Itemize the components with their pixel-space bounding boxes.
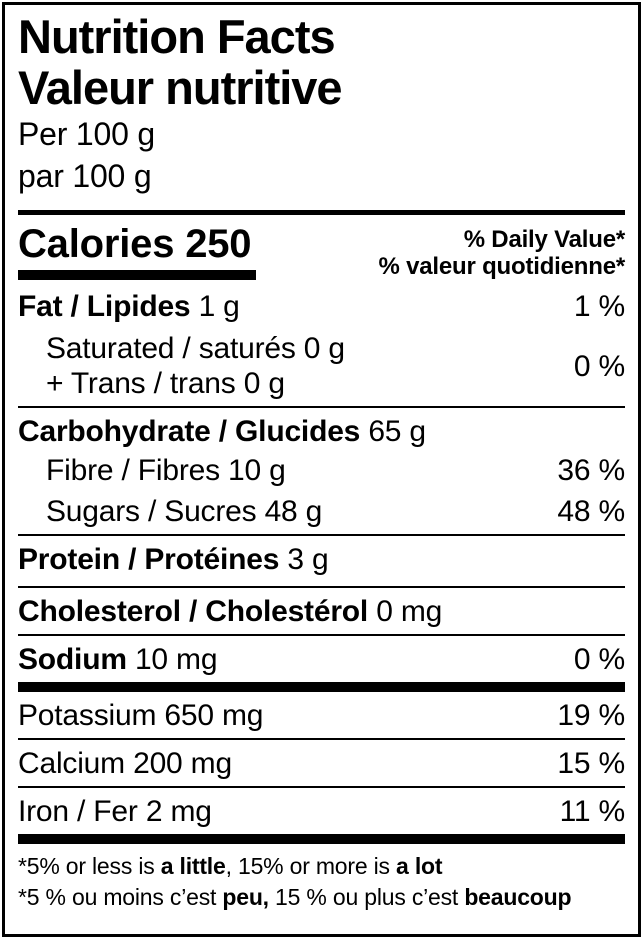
- row-sodium: Sodium 10 mg 0 %: [18, 636, 625, 682]
- protein-name: Protein / Protéines 3 g: [18, 543, 329, 577]
- row-fibre: Fibre / Fibres 10 g 36 %: [18, 454, 625, 493]
- title-fr: Valeur nutritive: [18, 61, 343, 114]
- carbohydrate-amount: 65 g: [368, 415, 426, 448]
- divider-thick-after-iron: [18, 834, 625, 844]
- footnote: *5% or less is a little, 15% or more is …: [18, 844, 625, 913]
- daily-value-header-fr: % valeur quotidienne*: [378, 253, 625, 280]
- fat-dv: 1 %: [573, 290, 625, 323]
- row-calcium: Calcium 200 mg 15 %: [18, 740, 625, 786]
- protein-label: Protein / Protéines: [18, 543, 280, 576]
- calories-row: Calories 250: [18, 222, 256, 266]
- footnote-fr: *5 % ou moins c’est peu, 15 % ou plus c’…: [18, 882, 625, 913]
- footnote-fr-text-1: *5 % ou moins c’est: [18, 884, 223, 910]
- saturated-trans-lines: Saturated / saturés 0 g + Trans / trans …: [18, 331, 345, 401]
- row-sugars: Sugars / Sucres 48 g 48 %: [18, 493, 625, 534]
- trans-line: + Trans / trans 0 g: [46, 367, 285, 400]
- row-fat: Fat / Lipides 1 g 1 %: [18, 283, 625, 329]
- sodium-name: Sodium 10 mg: [18, 643, 218, 677]
- saturated-trans-dv: 0 %: [573, 349, 625, 383]
- fibre-label: Fibre / Fibres 10 g: [46, 454, 286, 487]
- footnote-fr-bold-1: peu,: [222, 884, 269, 910]
- divider-after-carbohydrate: [18, 534, 625, 536]
- potassium-dv: 19 %: [557, 699, 625, 732]
- calcium-label: Calcium 200 mg: [18, 747, 232, 780]
- daily-value-header-en: % Daily Value*: [463, 226, 625, 253]
- footnote-en-text-2: , 15% or more is: [225, 853, 397, 879]
- calories-underline-bar: [18, 270, 256, 280]
- daily-value-header: % Daily Value* % valeur quotidienne*: [378, 222, 625, 280]
- serving-size-en: Per 100 g: [18, 116, 155, 152]
- sodium-label: Sodium: [18, 643, 127, 676]
- calories-value: 250: [185, 222, 252, 266]
- footnote-fr-bold-2: beaucoup: [464, 884, 572, 910]
- iron-label: Iron / Fer 2 mg: [18, 795, 212, 828]
- title-en: Nutrition Facts: [18, 10, 336, 63]
- divider-after-fat: [18, 406, 625, 408]
- divider-medium-top: [18, 210, 625, 215]
- sugars-label: Sugars / Sucres 48 g: [46, 495, 323, 528]
- row-iron: Iron / Fer 2 mg 11 %: [18, 788, 625, 834]
- sugars-dv: 48 %: [557, 495, 625, 528]
- iron-dv: 11 %: [559, 795, 626, 828]
- cholesterol-name: Cholesterol / Cholestérol 0 mg: [18, 595, 442, 629]
- footnote-en-bold-2: a lot: [396, 853, 443, 879]
- fibre-dv: 36 %: [557, 454, 625, 487]
- footnote-en: *5% or less is a little, 15% or more is …: [18, 851, 625, 882]
- divider-after-protein: [18, 586, 625, 588]
- cholesterol-label: Cholesterol / Cholestérol: [18, 595, 369, 628]
- footnote-en-bold-1: a little: [160, 853, 226, 879]
- calories-block: Calories 250: [18, 222, 256, 280]
- saturated-line: Saturated / saturés 0 g: [46, 332, 345, 365]
- divider-thick-after-sodium: [18, 682, 625, 692]
- footnote-en-text-1: *5% or less is: [18, 853, 161, 879]
- potassium-label: Potassium 650 mg: [18, 699, 264, 732]
- row-carbohydrate: Carbohydrate / Glucides 65 g: [18, 408, 625, 454]
- calories-section: Calories 250 % Daily Value* % valeur quo…: [18, 215, 625, 283]
- fat-name: Fat / Lipides 1 g: [18, 290, 240, 324]
- fat-amount: 1 g: [198, 290, 240, 323]
- serving-size-fr: par 100 g: [18, 158, 152, 194]
- row-cholesterol: Cholesterol / Cholestérol 0 mg: [18, 588, 625, 634]
- row-potassium: Potassium 650 mg 19 %: [18, 692, 625, 738]
- carbohydrate-label: Carbohydrate / Glucides: [18, 415, 361, 448]
- calcium-dv: 15 %: [557, 747, 625, 780]
- protein-amount: 3 g: [287, 543, 329, 576]
- footnote-fr-text-2: 15 % ou plus c’est: [268, 884, 465, 910]
- cholesterol-amount: 0 mg: [376, 595, 443, 628]
- divider-after-calcium: [18, 786, 625, 788]
- sodium-amount: 10 mg: [134, 643, 218, 676]
- calories-label: Calories: [18, 222, 175, 266]
- saturated-trans-group: Saturated / saturés 0 g + Trans / trans …: [18, 329, 625, 406]
- row-protein: Protein / Protéines 3 g: [18, 536, 625, 586]
- sodium-dv: 0 %: [573, 643, 625, 676]
- divider-after-potassium: [18, 738, 625, 740]
- divider-after-cholesterol: [18, 634, 625, 636]
- fat-label: Fat / Lipides: [18, 290, 191, 323]
- carbohydrate-name: Carbohydrate / Glucides 65 g: [18, 415, 426, 449]
